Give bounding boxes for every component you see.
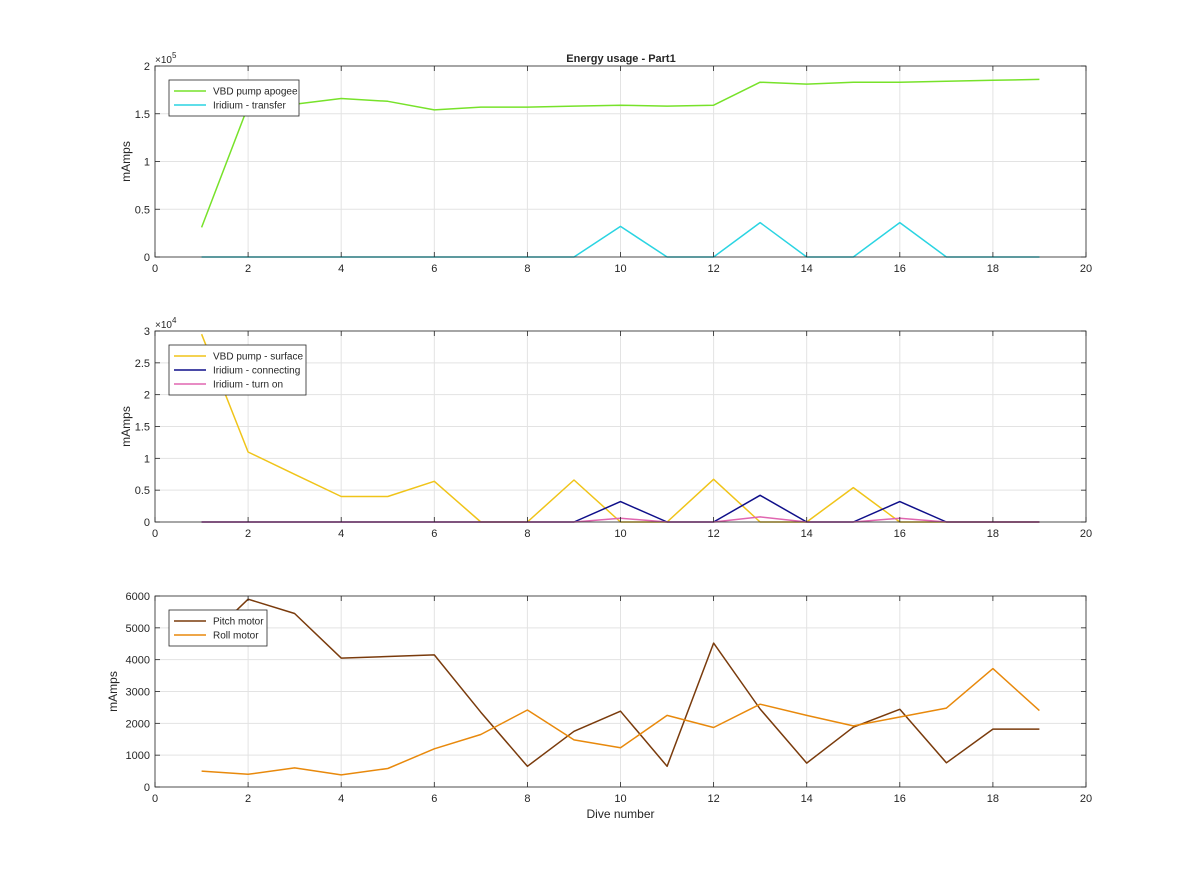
legend: VBD pump - surface Iridium - connecting Ir… bbox=[168, 344, 307, 396]
x-tick-label: 16 bbox=[894, 263, 906, 275]
x-tick-label: 4 bbox=[338, 528, 344, 540]
y-tick-label: 0 bbox=[144, 782, 150, 794]
y-tick-label: 2 bbox=[144, 61, 150, 73]
x-tick-label: 8 bbox=[524, 263, 530, 275]
legend: VBD pump apogee Iridium - transfer bbox=[168, 79, 300, 117]
y-tick-label: 2000 bbox=[126, 718, 150, 730]
series-line-1 bbox=[200, 78, 1040, 228]
y-tick-label: 0.5 bbox=[135, 485, 150, 497]
x-tick-label: 12 bbox=[707, 793, 719, 805]
x-tick-label: 2 bbox=[245, 528, 251, 540]
legend-box bbox=[168, 609, 268, 647]
legend-label-1: Pitch motor bbox=[213, 617, 264, 628]
x-tick-label: 18 bbox=[987, 263, 999, 275]
y-tick-label: 3 bbox=[144, 326, 150, 338]
x-tick-label: 4 bbox=[338, 793, 344, 805]
x-tick-label: 6 bbox=[431, 263, 437, 275]
x-tick-label: 6 bbox=[431, 528, 437, 540]
y-tick-label: 3000 bbox=[126, 687, 150, 699]
subplot-3: 0 2 4 6 8 10 12 14 16 18 20 0 1000 2000 3000 4000 5000 60… bbox=[106, 591, 1092, 821]
x-tick-label: 20 bbox=[1080, 793, 1092, 805]
y-tick-label: 0 bbox=[144, 517, 150, 529]
x-tick-label: 14 bbox=[801, 793, 813, 805]
y-tick-label: 6000 bbox=[126, 591, 150, 603]
y-axis-label: mAmps bbox=[119, 141, 133, 182]
subplot-1: 0 2 4 6 8 10 12 14 16 18 20 0 0.5 1 1.5 2 ×105 mAmps VBD p… bbox=[119, 51, 1092, 275]
x-tick-label: 10 bbox=[614, 263, 626, 275]
legend-label-2: Iridium - connecting bbox=[213, 366, 300, 377]
legend-label-2: Iridium - transfer bbox=[213, 101, 286, 112]
y-tick-label: 2.5 bbox=[135, 358, 150, 370]
x-tick-label: 2 bbox=[245, 263, 251, 275]
subplot-2: 0 2 4 6 8 10 12 14 16 18 20 0 0.5 1 1.5 2 2.5 3 ×104 mAmps V… bbox=[119, 316, 1092, 540]
x-tick-label: 0 bbox=[152, 793, 158, 805]
x-tick-label: 6 bbox=[431, 793, 437, 805]
x-tick-label: 20 bbox=[1080, 528, 1092, 540]
x-tick-label: 14 bbox=[801, 263, 813, 275]
x-tick-label: 18 bbox=[987, 528, 999, 540]
x-tick-label: 12 bbox=[707, 263, 719, 275]
x-tick-label: 4 bbox=[338, 263, 344, 275]
legend: Pitch motor Roll motor bbox=[168, 609, 268, 647]
y-tick-label: 0.5 bbox=[135, 204, 150, 216]
x-tick-label: 8 bbox=[524, 793, 530, 805]
x-tick-label: 16 bbox=[894, 528, 906, 540]
x-tick-label: 0 bbox=[152, 263, 158, 275]
legend-label-2: Roll motor bbox=[213, 631, 259, 642]
x-tick-label: 14 bbox=[801, 528, 813, 540]
legend-label-1: VBD pump apogee bbox=[213, 87, 298, 98]
y-tick-label: 0 bbox=[144, 252, 150, 264]
y-tick-label: 5000 bbox=[126, 623, 150, 635]
legend-label-1: VBD pump - surface bbox=[213, 352, 303, 363]
x-tick-label: 0 bbox=[152, 528, 158, 540]
figure-title: Energy usage - Part1 bbox=[566, 53, 675, 65]
y-tick-label: 1000 bbox=[126, 750, 150, 762]
y-tick-label: 1.5 bbox=[135, 422, 150, 434]
x-tick-label: 2 bbox=[245, 793, 251, 805]
y-exponent-label: ×105 bbox=[155, 51, 177, 66]
series-line-1 bbox=[201, 598, 1040, 768]
x-tick-label: 18 bbox=[987, 793, 999, 805]
legend-label-3: Iridium - turn on bbox=[213, 380, 283, 391]
y-exponent-label: ×104 bbox=[155, 316, 177, 331]
y-tick-label: 2 bbox=[144, 390, 150, 402]
series-line-2 bbox=[201, 667, 1040, 776]
x-tick-label: 12 bbox=[707, 528, 719, 540]
y-axis-label: mAmps bbox=[106, 671, 120, 712]
y-tick-label: 1 bbox=[144, 453, 150, 465]
y-tick-label: 1.5 bbox=[135, 109, 150, 121]
x-tick-label: 16 bbox=[894, 793, 906, 805]
x-tick-label: 10 bbox=[614, 528, 626, 540]
y-tick-label: 1 bbox=[144, 157, 150, 169]
x-axis-label: Dive number bbox=[586, 807, 654, 821]
y-tick-label: 4000 bbox=[126, 655, 150, 667]
x-tick-label: 8 bbox=[524, 528, 530, 540]
y-axis-label: mAmps bbox=[119, 406, 133, 447]
x-tick-label: 10 bbox=[614, 793, 626, 805]
x-tick-label: 20 bbox=[1080, 263, 1092, 275]
legend-box bbox=[168, 79, 300, 117]
